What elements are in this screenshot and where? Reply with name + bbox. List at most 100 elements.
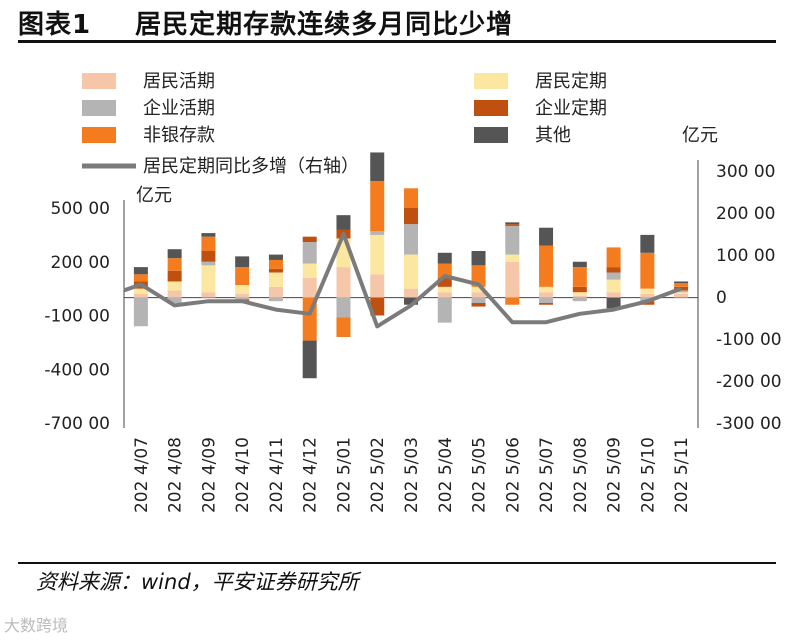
left-tick-label-1: 200 00 [51,253,110,273]
bar-4-13 [572,267,587,287]
x-tick-label-2: 202 4/09 [199,437,219,513]
left-tick-label-4: -700 00 [44,414,110,434]
bar-1-13 [572,292,587,296]
bar-1-8 [404,254,418,289]
bar-5-14 [606,297,621,309]
bar-1-2 [201,265,216,293]
legend-swatch-2 [82,127,116,143]
bar-2-7 [370,231,385,235]
x-tick-label-4: 202 4/11 [267,437,287,513]
bar-3-2 [201,251,216,262]
x-tick-label-10: 202 5/05 [470,437,490,513]
right-tick-label-5: -200 00 [716,372,782,392]
bar-5-6 [336,215,351,230]
bar-4-10 [471,265,486,287]
bar-2-4 [268,297,283,302]
bar-2-2 [201,261,216,266]
legend-label-3: 居民定期 [535,71,607,92]
bar-5-15 [640,234,655,253]
bar-4-4 [268,259,283,269]
bar-2-6 [336,297,351,318]
bar-1-14 [606,279,621,293]
bar-3-8 [404,208,418,225]
right-tick-label-4: -100 00 [716,330,782,350]
right-tick-label-2: 100 00 [716,246,775,266]
page-title: 图表1 居民定期存款连续多月同比少增 [18,4,513,41]
bar-3-11 [505,224,520,226]
bar-2-10 [471,297,486,303]
bar-2-14 [606,272,621,280]
legend-label-4: 企业定期 [535,98,607,119]
bar-0-9 [437,292,452,298]
bar-2-12 [539,297,554,303]
bar-0-14 [606,292,621,298]
x-tick-label-14: 202 5/09 [605,437,625,513]
bar-4-7 [370,181,385,232]
bar-2-1 [167,297,182,303]
right-axis-unit: 亿元 [682,125,718,146]
bottom-rule [18,562,776,564]
bar-3-5 [302,236,317,243]
bar-4-15 [640,252,655,289]
bar-5-16 [674,281,689,284]
bar-4-12 [539,245,554,287]
bar-2-11 [505,225,520,255]
bar-0-7 [370,274,385,298]
bar-5-10 [471,251,486,266]
line-series [123,232,682,329]
bar-5-4 [268,254,283,260]
bar-3-9 [437,277,452,287]
bar-4-2 [201,236,216,251]
x-tick-label-9: 202 5/04 [436,437,456,513]
bar-4-6 [336,317,351,337]
bar-2-9 [437,297,452,323]
x-tick-label-3: 202 4/10 [233,437,253,513]
right-tick-label-1: 200 00 [716,204,775,224]
bar-4-11 [505,297,520,305]
bar-5-13 [572,261,587,268]
bar-0-16 [674,294,689,298]
bar-3-4 [268,268,283,273]
bar-2-8 [404,224,418,255]
legend-swatch-0 [82,73,116,89]
bar-1-12 [539,286,554,293]
x-tick-label-11: 202 5/06 [503,437,523,513]
left-tick-label-3: -400 00 [44,360,110,380]
x-tick-label-5: 202 4/12 [301,437,321,513]
source-note: 资料来源：wind，平安证券研究所 [36,570,359,594]
right-tick-label-0: 300 00 [716,162,775,182]
bar-0-8 [404,288,418,298]
legend-label-1: 企业活期 [143,98,215,119]
bar-2-16 [674,290,689,293]
bar-0-1 [167,290,182,298]
bar-4-1 [167,258,182,271]
legend-label-0: 居民活期 [143,71,215,92]
bar-3-10 [471,302,486,307]
bar-4-3 [235,267,250,286]
bar-1-7 [370,234,385,275]
bar-3-1 [167,270,182,282]
bar-5-8 [404,297,418,305]
x-tick-label-7: 202 5/02 [368,437,388,513]
bar-5-11 [505,222,520,225]
x-tick-label-16: 202 5/11 [672,437,692,513]
bar-1-16 [674,292,689,294]
bar-0-12 [539,292,554,298]
bar-1-1 [167,281,182,291]
top-rule [18,40,776,43]
legend-swatch-4 [474,100,508,116]
bar-1-4 [268,272,283,287]
x-tick-label-8: 202 5/03 [402,437,422,513]
bar-1-15 [640,288,655,294]
bar-2-3 [235,297,250,300]
legend-label-5: 其他 [535,125,571,146]
bar-2-0 [133,297,148,327]
legend-swatch-5 [474,127,508,143]
bar-4-9 [437,263,452,278]
bar-5-3 [235,256,250,268]
bar-5-9 [437,252,452,264]
bar-0-11 [505,261,520,298]
left-axis-unit: 亿元 [136,185,172,206]
x-tick-label-15: 202 5/10 [638,437,658,513]
bar-0-4 [268,286,283,298]
